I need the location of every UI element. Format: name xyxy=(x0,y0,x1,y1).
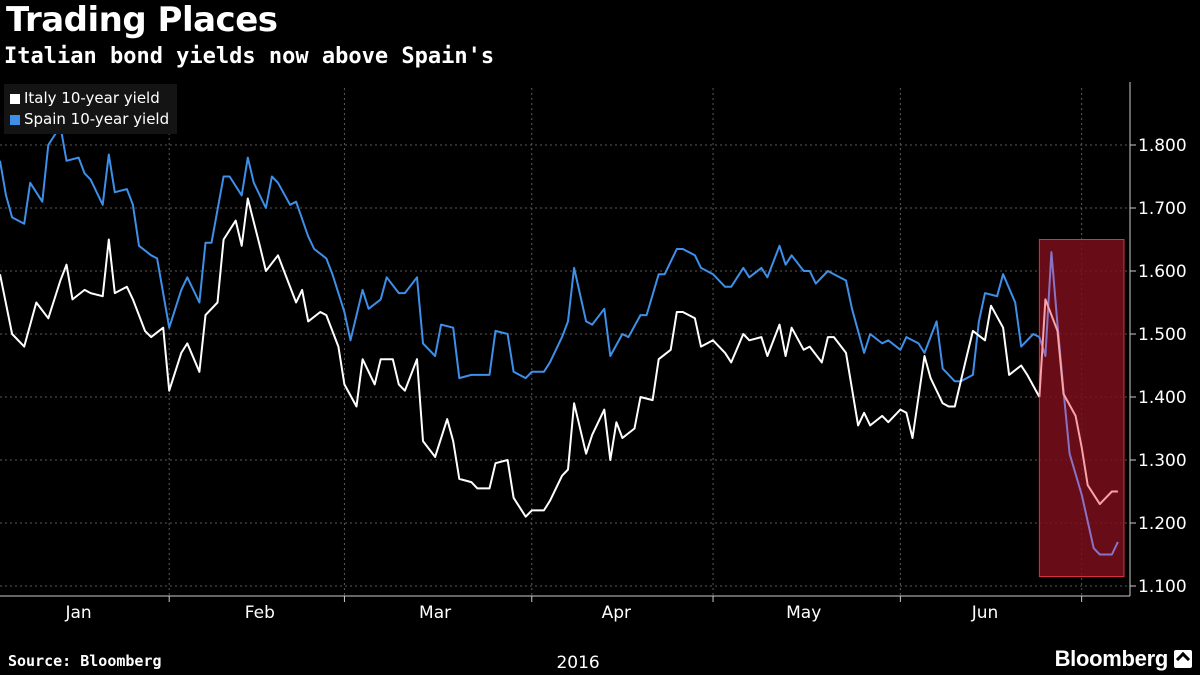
x-axis-label: 2016 xyxy=(556,653,599,673)
legend-swatch-spain xyxy=(10,114,20,125)
grid-lines xyxy=(0,88,1130,596)
chart-title: Trading Places xyxy=(6,0,278,40)
legend-swatch-italy xyxy=(10,93,20,104)
y-tick-label: 1.300 xyxy=(1138,451,1187,471)
spain-yield-line xyxy=(0,125,1040,383)
x-tick-label: May xyxy=(786,603,821,623)
spain-yield-line-highlighted xyxy=(1038,251,1119,556)
legend: Italy 10-year yield Spain 10-year yield xyxy=(4,84,178,134)
x-tick-label: Jun xyxy=(971,603,999,623)
highlight-region xyxy=(1038,239,1125,578)
x-tick-label: Apr xyxy=(602,603,631,623)
italy-yield-line xyxy=(0,197,1041,518)
y-tick-label: 1.100 xyxy=(1138,577,1187,597)
y-tick-label: 1.200 xyxy=(1138,514,1187,534)
italy-yield-line-highlighted xyxy=(1038,298,1118,506)
y-tick-label: 1.800 xyxy=(1138,136,1187,156)
y-tick-label: 1.700 xyxy=(1138,199,1187,219)
legend-item-spain: Spain 10-year yield xyxy=(10,109,169,130)
legend-label-italy: Italy 10-year yield xyxy=(24,89,160,107)
legend-item-italy: Italy 10-year yield xyxy=(10,88,169,109)
source-note: Source: Bloomberg xyxy=(8,652,162,670)
x-tick-label: Mar xyxy=(419,603,451,623)
axes: 1.100 1.200 1.300 1.400 1.500 1.600 1.700 1.800… xyxy=(0,82,1187,673)
chart-subtitle: Italian bond yields now above Spain's xyxy=(4,44,495,69)
highlight-box xyxy=(1038,239,1125,578)
brand-name: Bloomberg xyxy=(1054,646,1169,671)
y-tick-label: 1.600 xyxy=(1138,262,1187,282)
y-tick-label: 1.500 xyxy=(1138,325,1187,345)
bloomberg-icon xyxy=(1174,650,1192,668)
x-tick-label: Feb xyxy=(245,603,275,623)
bloomberg-logo: Bloomberg xyxy=(1055,646,1192,672)
y-tick-label: 1.400 xyxy=(1138,388,1187,408)
x-tick-label: Jan xyxy=(64,603,91,623)
series-lines xyxy=(0,125,1119,556)
legend-label-spain: Spain 10-year yield xyxy=(24,110,170,128)
